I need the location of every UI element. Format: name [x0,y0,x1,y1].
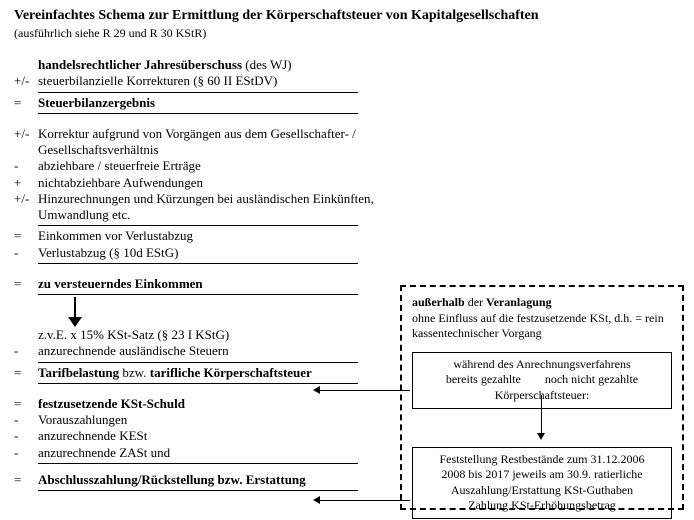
schema-operator: - [14,245,38,261]
schema-row: -anzurechnende ausländische Steuern [14,343,374,359]
schema-row: -Vorauszahlungen [14,412,374,428]
schema-operator: - [14,158,38,174]
schema-operator: = [14,276,38,292]
schema-row: -Verlustabzug (§ 10d EStG) [14,245,374,261]
schema-rule [38,92,358,93]
page-subtitle: (ausführlich siehe R 29 und R 30 KStR) [14,26,680,41]
annotation-inner-box-2: Feststellung Restbestände zum 31.12.2006… [412,447,672,519]
schema-operator: +/- [14,73,38,89]
page-title: Vereinfachtes Schema zur Ermittlung der … [14,8,680,24]
schema-operator: +/- [14,126,38,142]
schema-operator: +/- [14,191,38,207]
annotation-lead-b1: außerhalb [412,295,465,309]
annotation-lead: außerhalb der Veranlagung ohne Einfluss … [412,295,672,342]
schema-operator: + [14,175,38,191]
schema-rule [38,362,358,363]
schema-operator: = [14,228,38,244]
schema-rule [38,383,358,384]
schema-rule [38,225,358,226]
schema-operator: - [14,428,38,444]
schema-text: handelsrechtlicher Jahresüberschuss (des… [38,57,374,73]
connector-line-2 [318,500,410,501]
schema-text: Verlustabzug (§ 10d EStG) [38,245,374,261]
schema-row: =Steuerbilanzergebnis [14,95,374,111]
schema-operator: = [14,472,38,488]
schema-rule [38,113,358,114]
schema-text: steuerbilanzielle Korrekturen (§ 60 II E… [38,73,374,89]
schema-row: =Abschlusszahlung/Rückstellung bzw. Erst… [14,472,374,488]
schema-row: =Tarifbelastung bzw. tarifliche Körpersc… [14,365,374,381]
schema-row: +/-steuerbilanzielle Korrekturen (§ 60 I… [14,73,374,89]
schema-text: Korrektur aufgrund von Vorgängen aus dem… [38,126,374,159]
schema-row: +/-Hinzurechnungen und Kürzungen bei aus… [14,191,374,224]
connector-arrowhead-1 [313,386,320,394]
down-arrow [74,297,374,327]
annotation-lead-rest: ohne Einfluss auf die festzusetzende KSt… [412,311,664,341]
schema-rule [38,490,358,491]
schema-row: +/-Korrektur aufgrund von Vorgängen aus … [14,126,374,159]
calculation-schema: handelsrechtlicher Jahresüberschuss (des… [14,57,374,491]
connector-arrowhead-2 [313,496,320,504]
schema-text: z.v.E. x 15% KSt-Satz (§ 23 I KStG) [38,327,374,343]
page-root: Vereinfachtes Schema zur Ermittlung der … [0,0,694,520]
schema-row: =zu versteuerndes Einkommen [14,276,374,292]
annotation-box: außerhalb der Veranlagung ohne Einfluss … [400,285,684,510]
schema-row: =Einkommen vor Verlustabzug [14,228,374,244]
inner-connector-arrowhead [537,433,545,440]
schema-operator: = [14,396,38,412]
schema-row: +nichtabziehbare Aufwendungen [14,175,374,191]
schema-text: zu versteuerndes Einkommen [38,276,374,292]
schema-row: =festzusetzende KSt-Schuld [14,396,374,412]
schema-row: -anzurechnende ZASt und [14,445,374,461]
schema-operator: = [14,365,38,381]
annotation-lead-b2: Veranlagung [486,295,552,309]
schema-operator: - [14,343,38,359]
schema-rule [38,263,358,264]
schema-operator: - [14,412,38,428]
schema-operator: - [14,445,38,461]
schema-row: -anzurechnende KESt [14,428,374,444]
schema-row: handelsrechtlicher Jahresüberschuss (des… [14,57,374,73]
schema-rule [38,294,358,295]
schema-text: anzurechnende ZASt und [38,445,374,461]
schema-text: Vorauszahlungen [38,412,374,428]
schema-text: Einkommen vor Verlustabzug [38,228,374,244]
schema-text: anzurechnende ausländische Steuern [38,343,374,359]
schema-text: Steuerbilanzergebnis [38,95,374,111]
schema-text: Hinzurechnungen und Kürzungen bei auslän… [38,191,374,224]
inner-connector-vertical [541,395,542,435]
schema-operator: = [14,95,38,111]
connector-line-1 [318,390,410,391]
schema-text: nichtabziehbare Aufwendungen [38,175,374,191]
schema-text: abziehbare / steuerfreie Erträge [38,158,374,174]
annotation-inner-box-1: während des Anrechnungsverfahrens bereit… [412,352,672,409]
schema-text: Abschlusszahlung/Rückstellung bzw. Ersta… [38,472,374,488]
schema-rule [38,463,358,464]
schema-row: -abziehbare / steuerfreie Erträge [14,158,374,174]
schema-text: Tarifbelastung bzw. tarifliche Körpersch… [38,365,374,381]
schema-text: festzusetzende KSt-Schuld [38,396,374,412]
schema-row: z.v.E. x 15% KSt-Satz (§ 23 I KStG) [14,327,374,343]
schema-text: anzurechnende KESt [38,428,374,444]
